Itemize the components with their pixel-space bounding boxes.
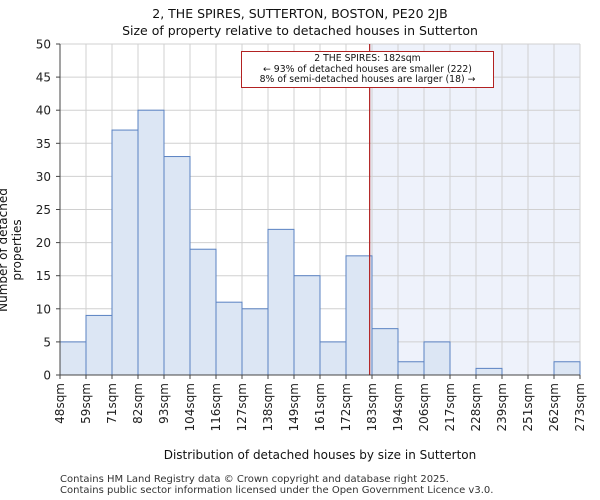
bar-71sqm: [111, 129, 139, 376]
bar-194sqm: [397, 361, 425, 376]
y-axis-label: Number of detached properties: [0, 188, 24, 312]
bar-206sqm: [423, 341, 451, 376]
x-tick-label: 194sqm: [391, 383, 405, 431]
x-tick-label: 161sqm: [313, 383, 327, 431]
bar-82sqm: [137, 109, 165, 376]
bar-172sqm: [345, 255, 373, 376]
x-tick-label: 127sqm: [235, 383, 249, 431]
x-tick-label: 71sqm: [105, 383, 119, 424]
x-tick-label: 82sqm: [131, 383, 145, 424]
annotation-line-1: 2 THE SPIRES: 182sqm: [314, 53, 421, 64]
y-tick-label: 30: [36, 170, 51, 184]
x-tick-label: 116sqm: [209, 383, 223, 431]
x-tick-label: 239sqm: [495, 383, 509, 431]
x-tick-label: 228sqm: [469, 383, 483, 431]
bar-116sqm: [215, 301, 243, 376]
x-tick-label: 251sqm: [521, 383, 535, 431]
x-tick-label: 206sqm: [417, 383, 431, 431]
y-tick-label: 50: [36, 38, 51, 52]
x-tick-label: 183sqm: [365, 383, 379, 431]
y-tick-label: 0: [43, 369, 51, 383]
bar-93sqm: [163, 156, 191, 376]
x-tick-label: 217sqm: [443, 383, 457, 431]
x-tick-label: 262sqm: [547, 383, 561, 431]
y-tick-label: 35: [36, 137, 51, 151]
bar-183sqm: [371, 328, 399, 376]
chart-title: Size of property relative to detached ho…: [122, 23, 478, 38]
bar-161sqm: [319, 341, 347, 376]
y-tick-label: 25: [36, 203, 51, 217]
bar-228sqm: [475, 367, 503, 376]
y-tick-label: 45: [36, 71, 51, 85]
bar-104sqm: [189, 248, 217, 376]
x-tick-label: 149sqm: [287, 383, 301, 431]
x-tick-label: 138sqm: [261, 383, 275, 431]
y-tick-label: 20: [36, 236, 51, 250]
x-tick-label: 172sqm: [339, 383, 353, 431]
x-tick-label: 59sqm: [79, 383, 93, 424]
bar-48sqm: [59, 341, 87, 376]
x-tick-label: 48sqm: [53, 383, 67, 424]
x-tick-label: 104sqm: [183, 383, 197, 431]
bar-262sqm: [553, 361, 581, 376]
x-tick-label: 93sqm: [157, 383, 171, 424]
bar-59sqm: [85, 314, 113, 376]
bar-149sqm: [293, 275, 321, 376]
footer-copyright: Contains HM Land Registry data © Crown c…: [60, 474, 449, 485]
y-tick-label: 40: [36, 104, 51, 118]
x-axis-label: Distribution of detached houses by size …: [163, 448, 477, 462]
y-tick-label: 15: [36, 269, 51, 283]
y-tick-label: 10: [36, 302, 51, 316]
annotation-line-2: ← 93% of detached houses are smaller (22…: [263, 63, 472, 75]
x-tick-label: 273sqm: [573, 383, 587, 431]
bar-138sqm: [267, 228, 295, 376]
bar-127sqm: [241, 308, 269, 376]
footer-licence: Contains public sector information licen…: [60, 485, 494, 496]
annotation-line-3: 8% of semi-detached houses are larger (1…: [259, 74, 476, 85]
property-annotation-box: 2 THE SPIRES: 182sqm ← 93% of detached h…: [241, 51, 494, 88]
y-tick-label: 5: [43, 335, 51, 349]
chart-title-address: 2, THE SPIRES, SUTTERTON, BOSTON, PE20 2…: [152, 6, 448, 21]
